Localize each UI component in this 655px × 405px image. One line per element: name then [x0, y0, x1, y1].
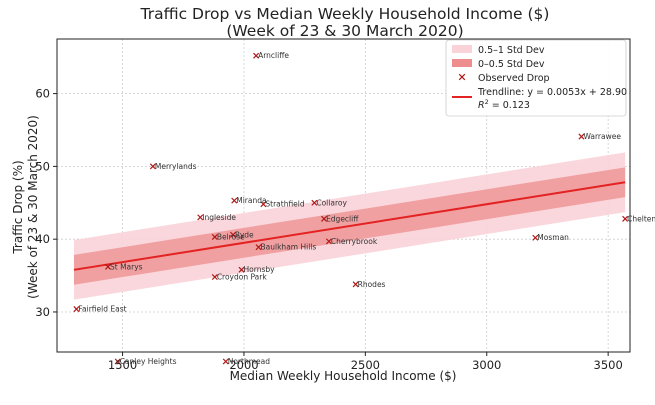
- point-marker-edgecliff: [321, 215, 328, 222]
- legend-box: [445, 39, 627, 117]
- x-tick-label-2000: 2000: [229, 358, 258, 372]
- legend-swatch-inner-band: [452, 59, 472, 67]
- plot-frame: [56, 38, 631, 353]
- y-tick-label-40: 40: [35, 232, 50, 246]
- x-axis-ticks: 1500 2000 2500 3000 3500: [108, 352, 623, 372]
- chart-title-line1: Traffic Drop vs Median Weekly Household …: [140, 5, 550, 23]
- y-axis-label-line1: Traffic Drop (%): [11, 160, 25, 254]
- point-marker-belrose: [211, 233, 218, 241]
- r2-value: = 0.123: [489, 100, 530, 111]
- y-tick-label-30: 30: [35, 305, 50, 319]
- point-marker-canley-heights: [114, 358, 121, 365]
- point-marker-cherrybrook: [325, 238, 332, 245]
- legend-inner-band-label: 0–0.5 Std Dev: [478, 59, 545, 70]
- point-label-warrawee: Warrawee: [583, 132, 621, 141]
- y-tick-label-60: 60: [35, 87, 50, 101]
- point-label-baulkham-hills: Baulkham Hills: [261, 243, 317, 252]
- y-tick-label-50: 50: [35, 159, 50, 173]
- point-label-fairfield-east: Fairfield East: [78, 305, 126, 314]
- legend-observed-label: Observed Drop: [478, 73, 550, 84]
- x-tick-label-2500: 2500: [351, 358, 380, 372]
- point-label-croydon-park: Croydon Park: [217, 273, 268, 282]
- point-label-ingleside: Ingleside: [202, 213, 236, 222]
- point-label-ryde: Ryde: [235, 230, 254, 239]
- point-marker-fairfield-east: [73, 306, 80, 313]
- point-label-strathfield: Strathfield: [265, 200, 304, 209]
- point-label-edgecliff: Edgecliff: [326, 214, 359, 223]
- point-marker-strathfield: [260, 201, 267, 208]
- y-axis-label-line2: (Week of 23 & 30 March 2020): [26, 115, 40, 299]
- point-marker-ryde: [230, 231, 237, 238]
- point-label-rhodes: Rhodes: [358, 280, 386, 289]
- data-points: [73, 52, 629, 365]
- x-tick-label-3000: 3000: [472, 358, 501, 372]
- point-label-hornsby: Hornsby: [244, 265, 276, 274]
- x-axis-label: Median Weekly Household Income ($): [230, 369, 457, 383]
- point-label-st-marys: St Marys: [110, 262, 143, 271]
- r2-exponent: 2: [485, 98, 489, 106]
- point-label-belrose: Belrose: [217, 232, 245, 241]
- trendline: [73, 181, 626, 271]
- point-marker-collaroy: [311, 199, 318, 206]
- legend-marker-x: [458, 73, 466, 81]
- point-label-merrylands: Merrylands: [155, 162, 197, 171]
- r2-symbol: R: [478, 100, 485, 111]
- point-marker-st-marys: [104, 263, 112, 270]
- point-marker-warrawee: [578, 133, 585, 140]
- point-label-arncliffe: Arncliffe: [258, 51, 289, 60]
- point-label-miranda: Miranda: [236, 196, 266, 205]
- legend-trendline-equation: Trendline: y = 0.0053x + 28.90: [477, 87, 627, 98]
- legend-outer-band-label: 0.5–1 Std Dev: [478, 45, 545, 56]
- point-marker-rhodes: [352, 281, 359, 288]
- point-label-mosman: Mosman: [537, 233, 569, 242]
- legend: 0.5–1 Std Dev 0–0.5 Std Dev Observed Dro…: [445, 39, 627, 117]
- x-tick-label-3500: 3500: [594, 358, 623, 372]
- point-label-cheltenham: Cheltenham: [627, 214, 655, 223]
- point-marker-mosman: [532, 234, 539, 241]
- chart-title-line2: (Week of 23 & 30 March 2020): [226, 22, 463, 40]
- point-marker-baulkham-hills: [255, 244, 262, 251]
- x-tick-label-1500: 1500: [108, 358, 137, 372]
- point-label-collaroy: Collaroy: [316, 198, 347, 207]
- legend-marker-icon: [458, 73, 466, 81]
- point-label-canley-heights: Canley Heights: [120, 357, 177, 366]
- point-marker-ingleside: [197, 214, 204, 221]
- point-label-northmead: Northmead: [228, 357, 270, 366]
- point-marker-miranda: [231, 197, 238, 204]
- point-marker-cheltenham: [622, 215, 629, 222]
- point-marker-croydon-park: [211, 274, 218, 281]
- point-marker-hornsby: [238, 266, 245, 273]
- point-marker-merrylands: [149, 163, 156, 170]
- legend-swatch-outer-band: [452, 45, 472, 53]
- legend-trendline-r2: R2 = 0.123: [478, 98, 530, 111]
- point-label-cherrybrook: Cherrybrook: [331, 237, 378, 246]
- y-axis-ticks: 30 40 50 60: [35, 87, 57, 319]
- point-marker-arncliffe: [253, 52, 260, 59]
- point-marker-northmead: [222, 358, 229, 365]
